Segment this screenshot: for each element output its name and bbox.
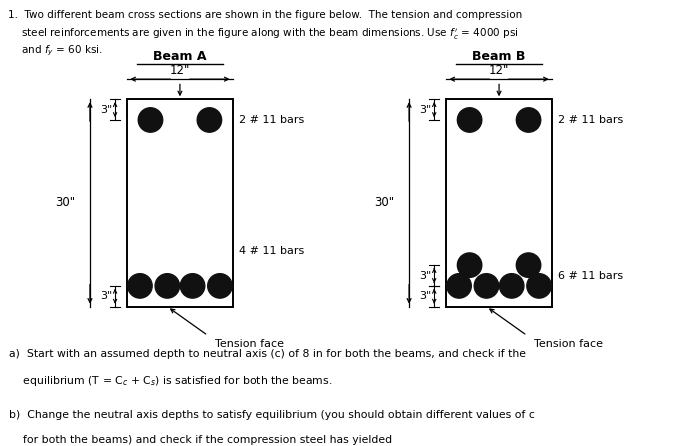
Text: b)  Change the neutral axis depths to satisfy equilibrium (you should obtain dif: b) Change the neutral axis depths to sat… <box>9 410 534 420</box>
Text: Beam A: Beam A <box>153 50 206 62</box>
Text: 3": 3" <box>419 105 432 115</box>
Ellipse shape <box>139 108 163 132</box>
Text: 3": 3" <box>419 271 432 281</box>
Text: steel reinforcements are given in the figure along with the beam dimensions. Use: steel reinforcements are given in the fi… <box>8 27 519 42</box>
Ellipse shape <box>458 253 482 277</box>
Text: 1.  Two different beam cross sections are shown in the figure below.  The tensio: 1. Two different beam cross sections are… <box>8 10 522 20</box>
Text: 30": 30" <box>55 196 75 210</box>
Ellipse shape <box>527 274 551 298</box>
Text: 2 # 11 bars: 2 # 11 bars <box>240 115 305 125</box>
Text: and $f_y$ = 60 ksi.: and $f_y$ = 60 ksi. <box>8 44 103 58</box>
Text: 12": 12" <box>489 64 509 78</box>
Text: 12": 12" <box>170 64 190 78</box>
Text: equilibrium (T = C$_c$ + C$_s$) is satisfied for both the beams.: equilibrium (T = C$_c$ + C$_s$) is satis… <box>9 374 332 388</box>
Ellipse shape <box>155 274 179 298</box>
Ellipse shape <box>208 274 232 298</box>
Ellipse shape <box>181 274 205 298</box>
Text: 3": 3" <box>100 105 113 115</box>
Text: for both the beams) and check if the compression steel has yielded: for both the beams) and check if the com… <box>9 435 392 445</box>
Ellipse shape <box>516 253 540 277</box>
Ellipse shape <box>128 274 152 298</box>
Ellipse shape <box>197 108 221 132</box>
Text: 3": 3" <box>419 291 432 301</box>
Text: Tension face: Tension face <box>215 339 284 349</box>
Text: Beam B: Beam B <box>473 50 526 62</box>
Ellipse shape <box>516 108 540 132</box>
Text: 4 # 11 bars: 4 # 11 bars <box>240 246 305 256</box>
Text: 2 # 11 bars: 2 # 11 bars <box>558 115 624 125</box>
Bar <box>128 99 232 307</box>
Ellipse shape <box>474 274 498 298</box>
Text: a)  Start with an assumed depth to neutral axis (c) of 8 in for both the beams, : a) Start with an assumed depth to neutra… <box>9 349 526 359</box>
Bar <box>447 99 551 307</box>
Text: 30": 30" <box>374 196 394 210</box>
Text: Tension face: Tension face <box>534 339 603 349</box>
Ellipse shape <box>447 274 471 298</box>
Ellipse shape <box>500 274 524 298</box>
Text: 3": 3" <box>100 291 113 301</box>
Ellipse shape <box>458 108 482 132</box>
Text: 6 # 11 bars: 6 # 11 bars <box>558 271 623 281</box>
